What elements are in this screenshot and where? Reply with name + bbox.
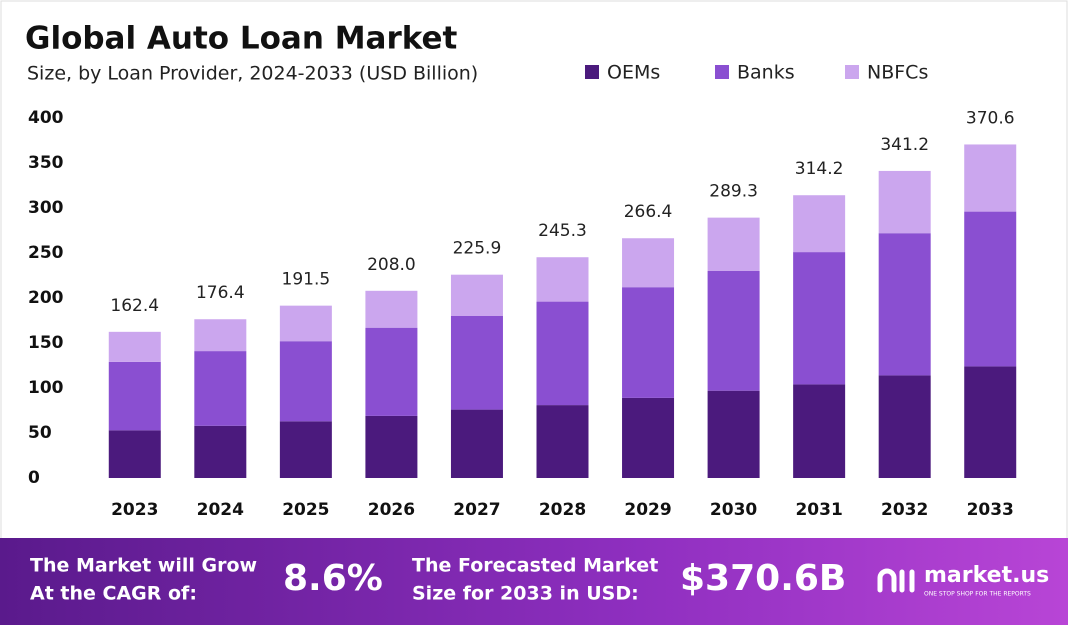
tagline: ONE STOP SHOP FOR THE REPORTS <box>924 591 1031 598</box>
legend-swatch <box>585 65 599 79</box>
bar-segment <box>365 415 418 478</box>
legend-label: OEMs <box>607 62 660 84</box>
x-tick-label: 2027 <box>453 500 500 520</box>
y-tick-label: 400 <box>28 108 64 128</box>
total-label: 314.2 <box>795 159 844 179</box>
logo-shape <box>877 568 897 593</box>
x-tick-label: 2029 <box>624 500 671 520</box>
bar-segment <box>622 287 675 398</box>
y-tick-label: 350 <box>28 153 64 173</box>
forecast-value: $370.6B <box>680 558 846 599</box>
bar-segment <box>707 217 760 271</box>
bar-segment <box>793 384 846 478</box>
bar-segment <box>793 195 846 253</box>
bar-segment <box>450 316 503 410</box>
total-label: 208.0 <box>367 255 416 275</box>
bar-segment <box>279 421 332 478</box>
brand-logo <box>877 568 915 593</box>
bar-segment <box>707 271 760 391</box>
bar-segment <box>194 351 247 426</box>
bar-segment <box>194 319 247 352</box>
total-label: 266.4 <box>624 202 673 222</box>
total-label: 289.3 <box>709 182 758 202</box>
cagr-text: At the CAGR of: <box>30 583 197 605</box>
y-tick-label: 150 <box>28 333 64 353</box>
bar-segment <box>108 430 161 478</box>
forecast-text: Size for 2033 in USD: <box>412 583 639 605</box>
legend-swatch <box>715 65 729 79</box>
bar-segment <box>450 274 503 316</box>
y-tick-label: 300 <box>28 198 64 218</box>
bar-segment <box>536 257 589 302</box>
x-tick-label: 2030 <box>710 500 757 520</box>
total-label: 191.5 <box>282 270 331 290</box>
x-tick-label: 2031 <box>795 500 842 520</box>
bar-segment <box>622 397 675 478</box>
brand: market.us <box>924 563 1049 588</box>
legend-label: Banks <box>737 62 795 84</box>
total-label: 162.4 <box>110 296 159 316</box>
bar-segment <box>964 366 1017 478</box>
legend-label: NBFCs <box>867 62 928 84</box>
bar-segment <box>878 170 931 234</box>
cagr-value: 8.6% <box>283 558 383 599</box>
total-label: 370.6 <box>966 108 1015 128</box>
total-label: 341.2 <box>880 135 929 155</box>
bar-segment <box>365 327 418 416</box>
footer-banner <box>0 538 1068 625</box>
logo-shape <box>899 569 915 593</box>
x-tick-label: 2032 <box>881 500 928 520</box>
bar-segment <box>536 405 589 478</box>
y-tick-label: 200 <box>28 288 64 308</box>
x-tick-label: 2028 <box>539 500 586 520</box>
legend-swatch <box>845 65 859 79</box>
bar-segment <box>878 233 931 376</box>
bar-segment <box>536 301 589 406</box>
bar-segment <box>450 409 503 478</box>
bar-segment <box>707 390 760 478</box>
chart-title: Global Auto Loan Market <box>25 21 458 57</box>
y-tick-label: 0 <box>28 468 40 488</box>
forecast-text: The Forecasted Market <box>412 555 658 577</box>
bar-segment <box>964 211 1017 367</box>
y-tick-label: 50 <box>28 423 52 443</box>
bar-segment <box>108 331 161 362</box>
bar-segment <box>194 425 247 478</box>
x-tick-label: 2033 <box>967 500 1014 520</box>
total-label: 245.3 <box>538 221 587 241</box>
bar-segment <box>365 290 418 328</box>
bar-segment <box>878 375 931 478</box>
bar-segment <box>279 341 332 422</box>
bar-segment <box>964 144 1017 212</box>
y-tick-label: 100 <box>28 378 64 398</box>
x-tick-label: 2025 <box>282 500 329 520</box>
chart-subtitle: Size, by Loan Provider, 2024-2033 (USD B… <box>27 63 478 85</box>
x-tick-label: 2026 <box>368 500 415 520</box>
x-tick-label: 2024 <box>197 500 244 520</box>
total-label: 225.9 <box>453 239 502 259</box>
total-label: 176.4 <box>196 283 245 303</box>
y-tick-label: 250 <box>28 243 64 263</box>
bar-segment <box>793 252 846 385</box>
x-tick-label: 2023 <box>111 500 158 520</box>
bar-segment <box>279 305 332 342</box>
bar-segment <box>622 238 675 288</box>
bar-segment <box>108 361 161 431</box>
cagr-text: The Market will Grow <box>30 555 257 577</box>
